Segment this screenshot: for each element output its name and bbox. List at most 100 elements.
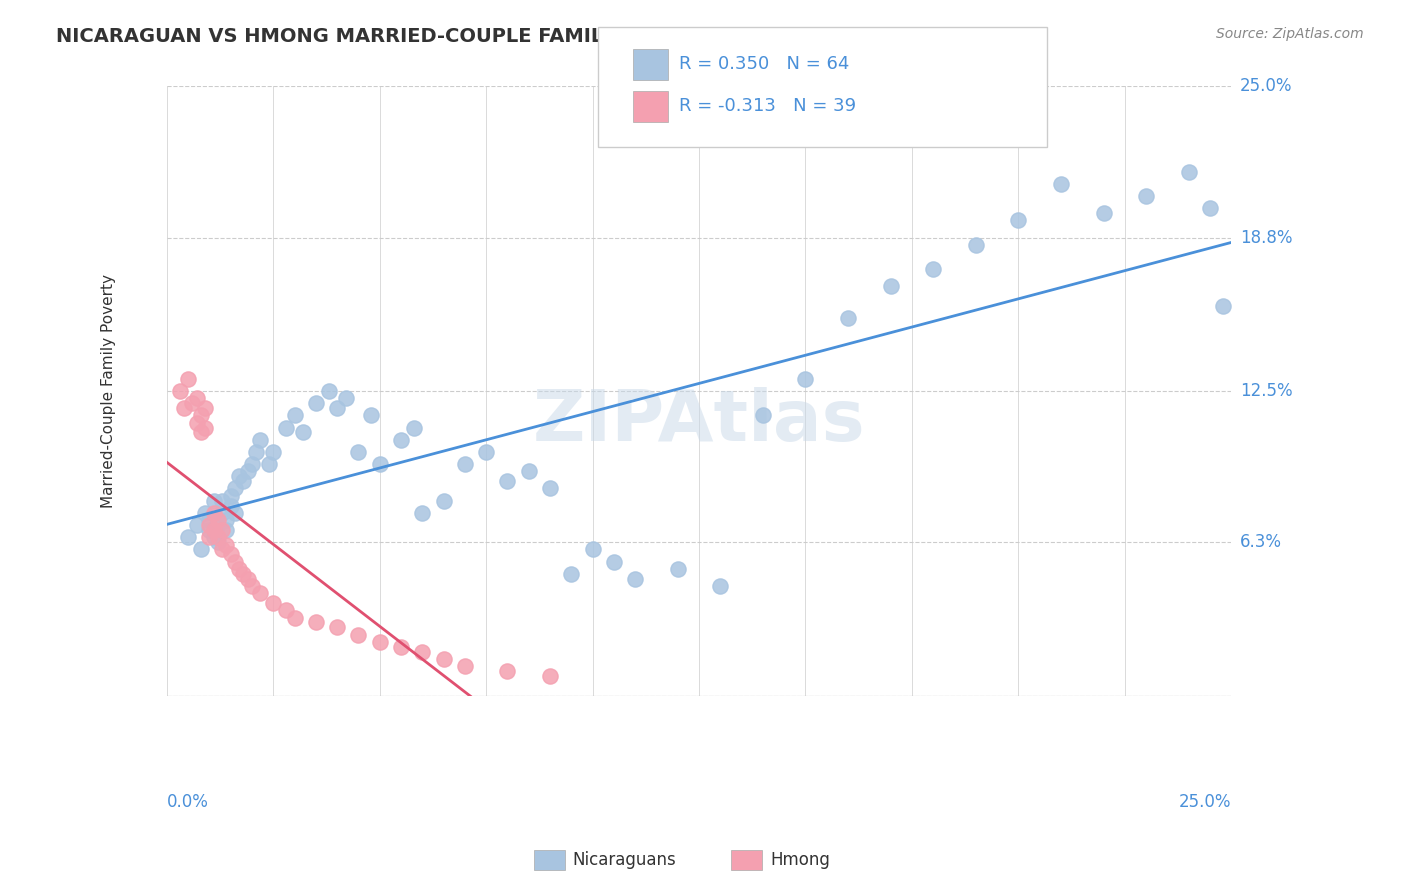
- Point: [709, 579, 731, 593]
- Point: [402, 420, 425, 434]
- Point: [274, 603, 297, 617]
- Text: Married-Couple Family Poverty: Married-Couple Family Poverty: [101, 274, 115, 508]
- Point: [219, 499, 242, 513]
- Point: [1199, 201, 1222, 215]
- Point: [283, 610, 305, 624]
- Text: R = 0.350   N = 64: R = 0.350 N = 64: [679, 55, 849, 73]
- Point: [236, 464, 259, 478]
- Point: [202, 523, 225, 537]
- Point: [211, 542, 233, 557]
- Point: [432, 652, 454, 666]
- Point: [240, 579, 263, 593]
- Text: NICARAGUAN VS HMONG MARRIED-COUPLE FAMILY POVERTY CORRELATION CHART: NICARAGUAN VS HMONG MARRIED-COUPLE FAMIL…: [56, 27, 962, 45]
- Point: [219, 547, 242, 561]
- Point: [219, 489, 242, 503]
- Point: [922, 262, 945, 277]
- Point: [335, 392, 357, 406]
- Point: [194, 420, 217, 434]
- Point: [211, 493, 233, 508]
- Text: 0.0%: 0.0%: [167, 793, 208, 811]
- Point: [965, 237, 987, 252]
- Point: [177, 372, 200, 386]
- Point: [347, 628, 370, 642]
- Text: Hmong: Hmong: [770, 851, 831, 869]
- Text: Nicaraguans: Nicaraguans: [572, 851, 676, 869]
- Point: [245, 445, 267, 459]
- Point: [202, 530, 225, 544]
- Point: [249, 433, 271, 447]
- Point: [454, 659, 477, 673]
- Point: [224, 506, 246, 520]
- Point: [198, 513, 221, 527]
- Point: [368, 457, 391, 471]
- Point: [794, 372, 817, 386]
- Point: [202, 493, 225, 508]
- Point: [190, 542, 212, 557]
- Point: [215, 523, 238, 537]
- Point: [1135, 189, 1157, 203]
- Point: [257, 457, 280, 471]
- Text: 18.8%: 18.8%: [1240, 228, 1292, 246]
- Text: R = -0.313   N = 39: R = -0.313 N = 39: [679, 97, 856, 115]
- Point: [603, 555, 626, 569]
- Point: [207, 513, 229, 527]
- Point: [411, 506, 433, 520]
- Point: [496, 474, 519, 488]
- Point: [198, 518, 221, 533]
- Point: [666, 562, 689, 576]
- Point: [1050, 177, 1073, 191]
- Point: [198, 523, 221, 537]
- Text: 25.0%: 25.0%: [1240, 78, 1292, 95]
- Point: [879, 279, 901, 293]
- Point: [181, 396, 204, 410]
- Point: [1212, 299, 1234, 313]
- Point: [496, 664, 519, 678]
- Point: [232, 566, 254, 581]
- Point: [360, 409, 382, 423]
- Point: [326, 620, 349, 634]
- Point: [292, 425, 315, 440]
- Point: [249, 586, 271, 600]
- Point: [190, 409, 212, 423]
- Point: [475, 445, 498, 459]
- Point: [411, 645, 433, 659]
- Text: ZIPAtlas: ZIPAtlas: [533, 387, 865, 456]
- Text: Source: ZipAtlas.com: Source: ZipAtlas.com: [1216, 27, 1364, 41]
- Point: [581, 542, 603, 557]
- Point: [318, 384, 340, 398]
- Point: [560, 566, 582, 581]
- Point: [389, 640, 412, 654]
- Point: [211, 506, 233, 520]
- Point: [1177, 165, 1199, 179]
- Point: [368, 635, 391, 649]
- Point: [177, 530, 200, 544]
- Point: [752, 409, 775, 423]
- Point: [347, 445, 370, 459]
- Point: [283, 409, 305, 423]
- Point: [228, 469, 250, 483]
- Point: [538, 669, 561, 683]
- Point: [186, 518, 208, 533]
- Point: [326, 401, 349, 415]
- Point: [262, 445, 284, 459]
- Point: [240, 457, 263, 471]
- Point: [202, 506, 225, 520]
- Text: 6.3%: 6.3%: [1240, 533, 1282, 551]
- Point: [207, 518, 229, 533]
- Text: 12.5%: 12.5%: [1240, 382, 1292, 400]
- Point: [837, 310, 859, 325]
- Point: [194, 401, 217, 415]
- Point: [215, 513, 238, 527]
- Point: [173, 401, 195, 415]
- Point: [186, 392, 208, 406]
- Point: [389, 433, 412, 447]
- Point: [215, 537, 238, 551]
- Point: [194, 506, 217, 520]
- Point: [236, 572, 259, 586]
- Point: [224, 555, 246, 569]
- Point: [305, 615, 328, 630]
- Point: [207, 535, 229, 549]
- Point: [538, 482, 561, 496]
- Point: [432, 493, 454, 508]
- Point: [274, 420, 297, 434]
